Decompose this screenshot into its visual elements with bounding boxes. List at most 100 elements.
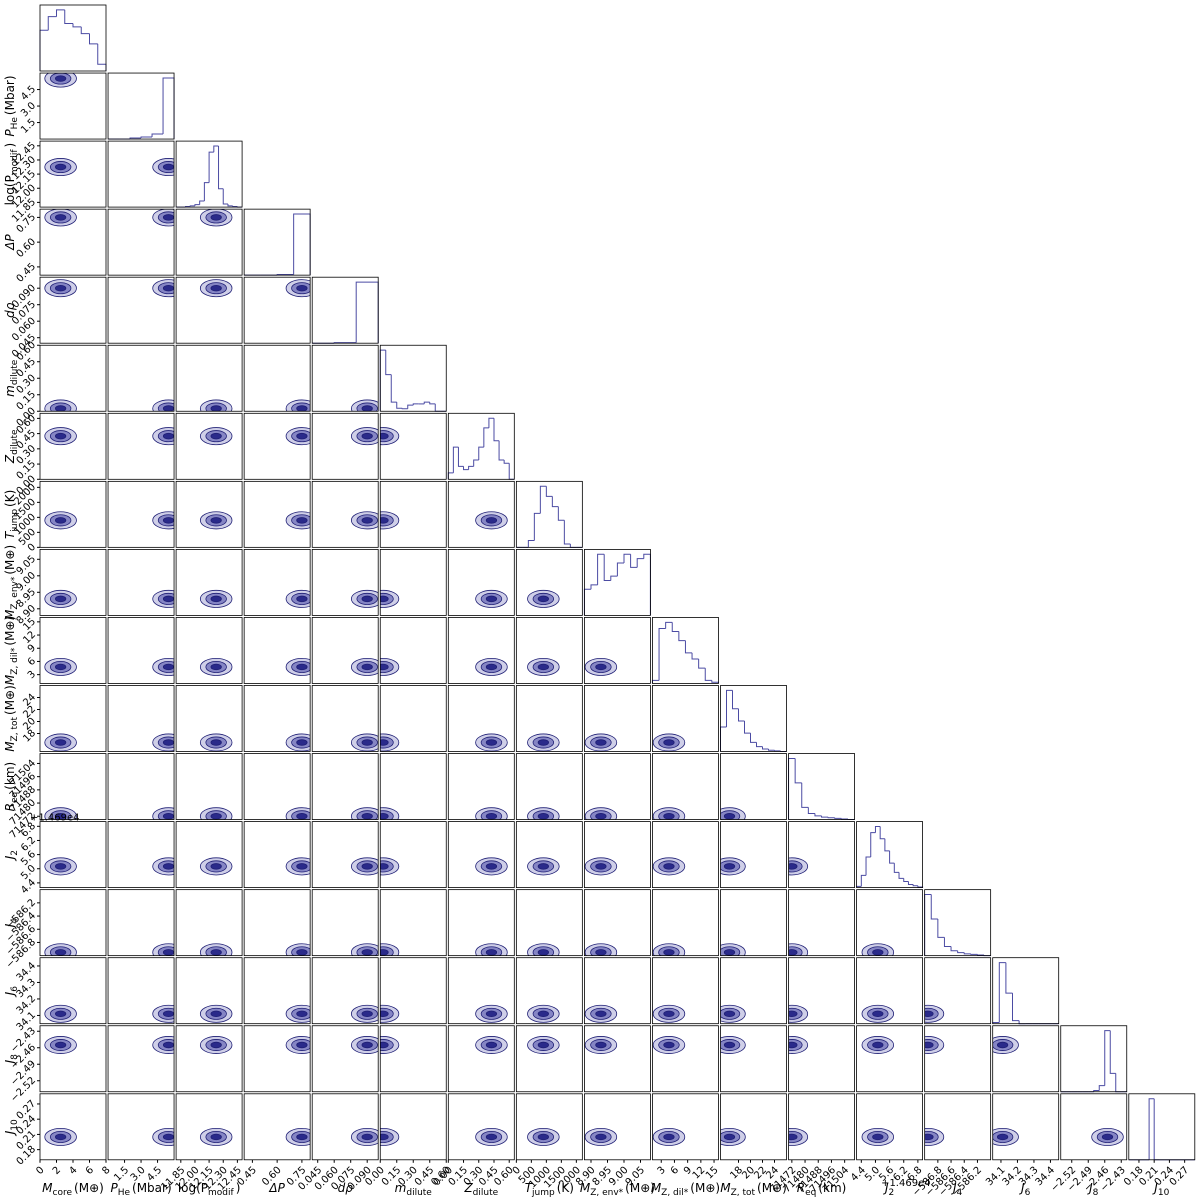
density-contour (54, 1133, 67, 1141)
panel-frame (311, 753, 379, 820)
histogram-bin (47, 16, 57, 31)
histogram-bin (1018, 1020, 1026, 1025)
density-contour (296, 517, 308, 524)
axis-label: log(Pmodif) (178, 1181, 241, 1198)
panel-frame (515, 685, 583, 752)
panel-frame (447, 617, 515, 684)
histogram-bin (957, 950, 965, 954)
panel-frame (379, 753, 447, 820)
histogram-bin (610, 575, 618, 581)
panel-frame (447, 957, 515, 1025)
panel-frame (175, 821, 243, 888)
axis-label: Tjump(K) (525, 1181, 574, 1198)
histogram-bin (898, 872, 904, 879)
histogram-bin (950, 946, 958, 952)
panel-frame (652, 957, 719, 1025)
density-contour (537, 863, 549, 870)
panel-frame (311, 276, 379, 344)
panel-frame (243, 685, 311, 752)
label-symbol: log(P (3, 175, 17, 205)
panel-frame (584, 821, 651, 888)
label-unit: (M⊕) (3, 685, 17, 715)
histogram-bin (503, 460, 510, 464)
label-subscript: dilute (10, 429, 20, 455)
panel-frame (39, 480, 107, 548)
histogram-bin (814, 813, 822, 817)
histogram-bin (478, 446, 484, 461)
label-symbol: J (3, 1059, 17, 1065)
panel-frame (311, 1025, 379, 1093)
histogram-bin (89, 33, 98, 45)
axis-label: MZ, tot(M⊕) (720, 1181, 787, 1198)
histogram-bin (590, 584, 598, 590)
label-unit: (Mbar) (3, 75, 17, 115)
label-unit: (K) (3, 490, 17, 507)
axis-label: J6 (1019, 1181, 1031, 1198)
histogram-bin (774, 750, 781, 752)
histogram-bin (738, 708, 745, 722)
density-contour (361, 813, 373, 820)
density-contour (361, 405, 373, 412)
panel-frame (584, 617, 651, 684)
histogram-bin (473, 459, 479, 467)
density-contour (595, 949, 607, 956)
density-contour (663, 739, 675, 746)
histogram-bin (597, 553, 605, 585)
panel-frame (720, 753, 787, 820)
histogram-bin (834, 817, 842, 819)
density-contour (162, 284, 175, 292)
density-contour (210, 595, 222, 603)
panel-frame (311, 685, 379, 752)
density-contour (723, 1010, 736, 1018)
density-contour (296, 595, 308, 603)
density-contour (210, 1041, 222, 1049)
density-contour (663, 1133, 675, 1141)
x-tick-label: 0 (34, 1165, 46, 1177)
panel-frame (107, 1093, 175, 1161)
panel-frame (107, 72, 175, 140)
panel-frame (243, 344, 311, 412)
panel-frame (447, 480, 515, 548)
histogram-bin (457, 447, 464, 467)
panel-frame (311, 889, 379, 957)
density-contour (54, 163, 67, 171)
density-contour (380, 517, 389, 524)
axis-label: mdilute (3, 359, 20, 397)
histogram-bin (396, 402, 403, 409)
label-symbol: R (797, 1181, 805, 1195)
density-contour (54, 75, 67, 82)
panel-frame (379, 344, 447, 412)
density-contour (54, 949, 67, 956)
density-contour (485, 739, 498, 746)
panel-frame (788, 1093, 855, 1161)
x-tick-label: 8 (100, 1165, 112, 1177)
panel-frame (515, 821, 583, 888)
panel-frame (39, 549, 107, 616)
label-symbol: J (1019, 1181, 1025, 1195)
histogram-bin (39, 29, 49, 71)
panel-frame (243, 957, 311, 1025)
histogram-bin (907, 881, 914, 886)
panel-frame (856, 957, 923, 1025)
histogram-bin (963, 952, 971, 955)
histogram-bin (924, 894, 932, 956)
label-unit: (km) (818, 1181, 846, 1195)
histogram-bin (643, 553, 651, 616)
panel-frame (107, 889, 175, 957)
density-contour (723, 813, 736, 820)
label-subscript: dilute (10, 359, 20, 385)
histogram-bin (807, 807, 815, 814)
label-symbol: M (3, 741, 17, 752)
histogram-bin (463, 466, 469, 471)
density-contour (296, 1010, 308, 1018)
panel-frame (175, 1093, 243, 1161)
density-contour (296, 949, 308, 956)
axis-label: mdilute (395, 1181, 433, 1198)
histogram-bin (623, 553, 631, 564)
panel-frame (39, 140, 107, 208)
density-contour (210, 517, 222, 524)
panel-frame (924, 1025, 992, 1093)
label-symbol: J (3, 991, 17, 997)
x-tick-label: 3 (656, 1165, 668, 1177)
